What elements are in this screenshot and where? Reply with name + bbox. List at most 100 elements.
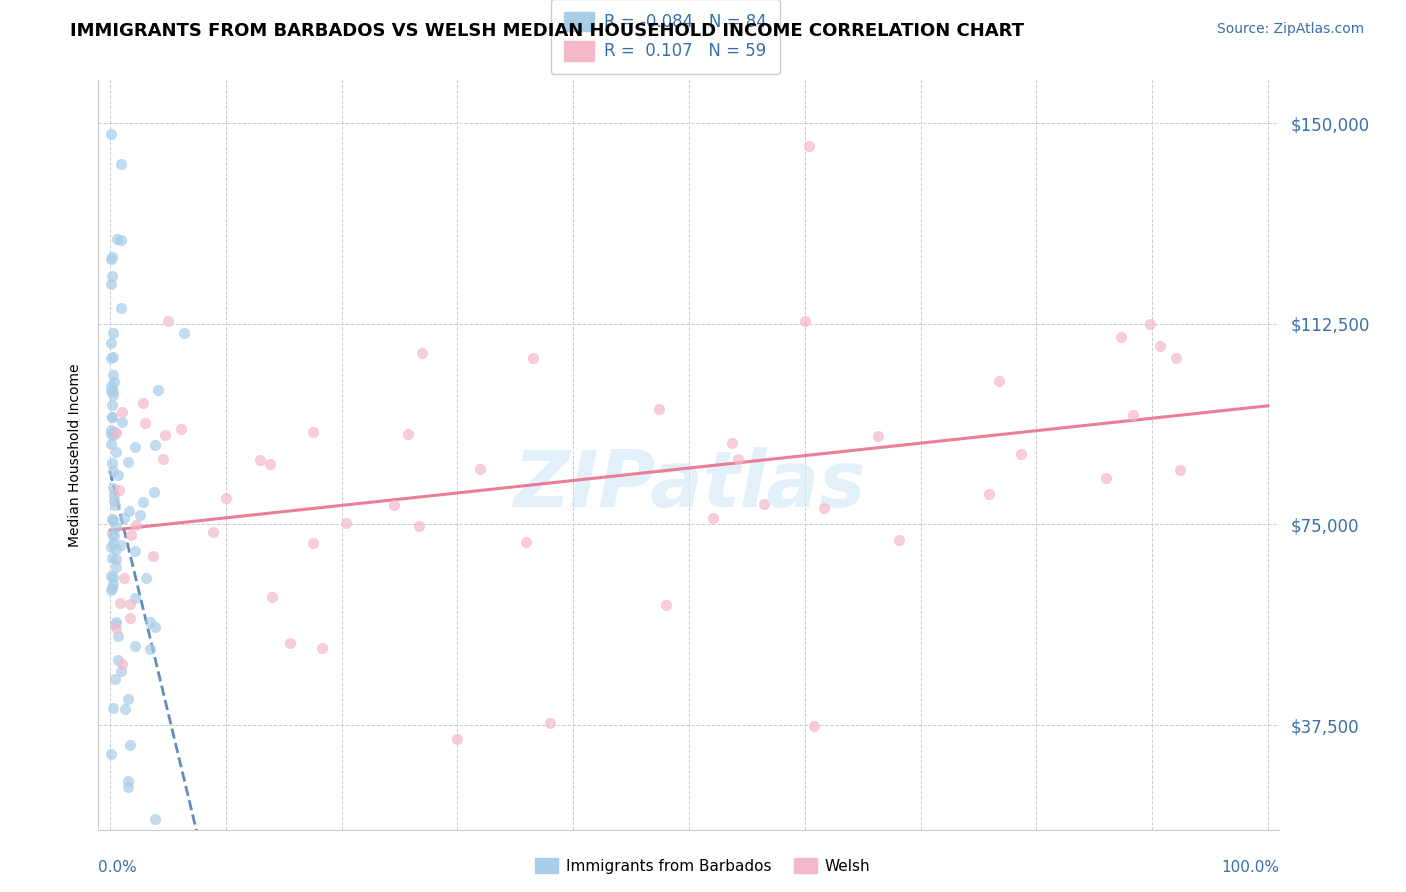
Point bbox=[987, 374, 1010, 388]
Point bbox=[117, 455, 139, 469]
Point bbox=[101, 410, 124, 425]
Point bbox=[103, 488, 125, 502]
Point bbox=[105, 559, 128, 574]
Point bbox=[110, 157, 132, 171]
Point bbox=[103, 368, 125, 382]
Point bbox=[335, 516, 357, 531]
Text: Source: ZipAtlas.com: Source: ZipAtlas.com bbox=[1216, 22, 1364, 37]
Point bbox=[108, 596, 131, 610]
Point bbox=[132, 396, 155, 410]
Point bbox=[111, 405, 134, 419]
Point bbox=[101, 398, 124, 412]
Point bbox=[104, 425, 127, 440]
Text: ZIPatlas: ZIPatlas bbox=[513, 447, 865, 523]
Point bbox=[752, 497, 775, 511]
Point bbox=[110, 657, 132, 671]
Point bbox=[100, 127, 122, 141]
Point bbox=[1166, 351, 1188, 366]
Point bbox=[132, 495, 155, 509]
Point bbox=[156, 314, 179, 328]
Point bbox=[100, 540, 122, 554]
Point bbox=[100, 250, 122, 264]
Point bbox=[101, 569, 124, 583]
Point bbox=[100, 351, 122, 365]
Point bbox=[103, 577, 125, 591]
Point bbox=[100, 423, 122, 437]
Point bbox=[311, 641, 333, 656]
Point bbox=[259, 458, 281, 472]
Point bbox=[107, 468, 129, 483]
Text: IMMIGRANTS FROM BARBADOS VS WELSH MEDIAN HOUSEHOLD INCOME CORRELATION CHART: IMMIGRANTS FROM BARBADOS VS WELSH MEDIAN… bbox=[70, 22, 1025, 40]
Point bbox=[142, 549, 165, 563]
Point bbox=[260, 590, 283, 604]
Point bbox=[103, 351, 125, 365]
Point bbox=[120, 528, 142, 542]
Point bbox=[143, 485, 166, 500]
Point bbox=[124, 639, 146, 653]
Point bbox=[105, 615, 128, 630]
Point bbox=[104, 425, 127, 439]
Point bbox=[866, 428, 889, 442]
Legend: Immigrants from Barbados, Welsh: Immigrants from Barbados, Welsh bbox=[529, 852, 877, 880]
Point bbox=[107, 652, 129, 666]
Point bbox=[173, 326, 195, 341]
Point bbox=[522, 351, 544, 365]
Point bbox=[1168, 463, 1191, 477]
Point bbox=[101, 456, 124, 470]
Point bbox=[396, 426, 419, 441]
Point bbox=[110, 233, 132, 247]
Point bbox=[118, 611, 141, 625]
Point bbox=[104, 616, 127, 631]
Point bbox=[100, 437, 122, 451]
Point bbox=[125, 517, 148, 532]
Point bbox=[104, 541, 127, 556]
Point bbox=[648, 402, 671, 417]
Point bbox=[101, 700, 124, 714]
Text: 0.0%: 0.0% bbox=[98, 860, 138, 874]
Point bbox=[153, 428, 176, 442]
Point bbox=[100, 527, 122, 541]
Point bbox=[117, 780, 139, 794]
Point bbox=[101, 384, 124, 398]
Point bbox=[100, 426, 122, 441]
Point bbox=[112, 571, 135, 585]
Point bbox=[118, 504, 141, 518]
Point bbox=[215, 491, 238, 505]
Point bbox=[1109, 330, 1132, 344]
Point bbox=[100, 582, 122, 597]
Point bbox=[889, 533, 911, 548]
Point bbox=[114, 701, 136, 715]
Point bbox=[105, 232, 128, 246]
Point bbox=[202, 524, 225, 539]
Point bbox=[110, 301, 132, 315]
Text: 100.0%: 100.0% bbox=[1222, 860, 1279, 874]
Point bbox=[104, 498, 127, 512]
Point bbox=[301, 425, 323, 440]
Point bbox=[101, 512, 124, 526]
Point bbox=[702, 511, 724, 525]
Point bbox=[1149, 339, 1171, 353]
Point bbox=[249, 453, 271, 467]
Point bbox=[101, 410, 124, 425]
Legend: R = -0.084   N = 84, R =  0.107   N = 59: R = -0.084 N = 84, R = 0.107 N = 59 bbox=[551, 0, 780, 74]
Point bbox=[101, 326, 124, 340]
Point bbox=[104, 445, 127, 459]
Point bbox=[100, 277, 122, 291]
Point bbox=[1139, 318, 1161, 332]
Point bbox=[101, 269, 124, 284]
Point bbox=[101, 428, 124, 442]
Point bbox=[104, 672, 127, 686]
Point bbox=[100, 384, 122, 398]
Point bbox=[797, 138, 820, 153]
Point bbox=[124, 543, 146, 558]
Point bbox=[1010, 447, 1032, 461]
Point bbox=[793, 314, 815, 328]
Point bbox=[152, 452, 174, 467]
Point bbox=[721, 436, 744, 450]
Point bbox=[538, 715, 561, 730]
Point bbox=[655, 598, 678, 612]
Point bbox=[139, 642, 162, 657]
Point bbox=[103, 529, 125, 543]
Point bbox=[101, 388, 124, 402]
Point bbox=[101, 481, 124, 495]
